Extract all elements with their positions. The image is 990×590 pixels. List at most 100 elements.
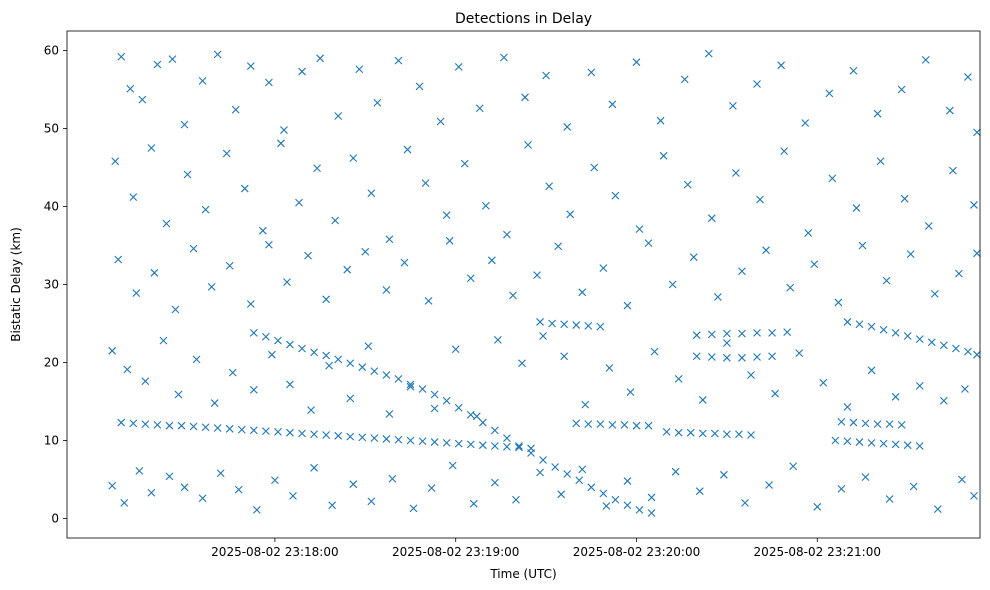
- data-point: [801, 119, 810, 127]
- data-point: [117, 52, 126, 61]
- data-point: [563, 470, 572, 478]
- data-point: [406, 382, 415, 391]
- data-point: [162, 219, 171, 228]
- data-point: [418, 385, 427, 393]
- data-point: [524, 140, 532, 149]
- data-point: [723, 329, 731, 338]
- data-point: [147, 488, 156, 497]
- data-point: [466, 410, 475, 419]
- data-point: [430, 390, 439, 399]
- data-point: [644, 239, 653, 248]
- x-tick-label: 2025-08-02 23:21:00: [754, 545, 881, 559]
- data-point: [466, 274, 475, 283]
- data-point: [973, 350, 981, 359]
- data-point: [834, 298, 843, 307]
- data-point: [855, 438, 864, 446]
- y-tick-label: 0: [51, 512, 59, 526]
- data-point: [451, 345, 460, 354]
- data-point: [490, 442, 499, 450]
- data-point: [964, 347, 972, 356]
- data-point: [855, 320, 864, 329]
- data-point: [512, 495, 520, 504]
- data-point: [738, 267, 746, 276]
- data-point: [635, 225, 644, 234]
- data-point: [572, 321, 581, 329]
- data-point: [771, 389, 779, 398]
- data-point: [264, 78, 273, 87]
- data-point: [915, 382, 924, 390]
- data-point: [970, 201, 978, 209]
- data-point: [367, 189, 376, 198]
- data-point: [710, 429, 719, 438]
- data-point: [249, 426, 258, 435]
- data-point: [168, 55, 177, 63]
- data-point: [810, 260, 819, 269]
- data-point: [150, 268, 159, 277]
- data-point: [406, 436, 415, 445]
- data-point: [503, 434, 511, 443]
- data-point: [349, 480, 358, 489]
- data-point: [952, 344, 960, 353]
- data-point: [225, 424, 234, 433]
- data-point: [367, 497, 376, 506]
- data-point: [237, 425, 246, 434]
- data-point: [891, 328, 900, 337]
- data-point: [735, 430, 743, 439]
- data-point: [933, 505, 942, 514]
- data-point: [587, 483, 596, 492]
- data-point: [581, 400, 590, 409]
- data-point: [882, 276, 891, 285]
- data-point: [768, 352, 776, 361]
- data-point: [225, 261, 234, 270]
- data-point: [611, 495, 620, 504]
- data-point: [274, 336, 282, 345]
- data-point: [198, 77, 207, 85]
- data-point: [240, 184, 249, 193]
- data-point: [909, 482, 918, 491]
- data-point: [849, 66, 858, 75]
- x-tick-label: 2025-08-02 23:18:00: [211, 545, 338, 559]
- data-point: [804, 229, 813, 237]
- data-point: [566, 210, 575, 219]
- data-point: [575, 476, 584, 485]
- data-point: [578, 465, 587, 474]
- data-point: [249, 385, 258, 394]
- data-point: [753, 80, 761, 88]
- data-point: [322, 351, 331, 360]
- data-point: [509, 291, 517, 300]
- data-point: [536, 468, 544, 477]
- data-point: [478, 441, 487, 450]
- data-point: [843, 403, 852, 411]
- data-point: [322, 431, 331, 439]
- data-point: [921, 55, 930, 64]
- data-point: [906, 250, 915, 258]
- data-point: [903, 441, 912, 450]
- data-point: [394, 56, 403, 65]
- data-point: [626, 388, 635, 397]
- data-point: [858, 241, 867, 250]
- data-point: [165, 421, 174, 430]
- data-point: [876, 157, 885, 166]
- data-point: [584, 420, 593, 429]
- data-point: [789, 462, 798, 471]
- data-point: [216, 469, 225, 478]
- y-tick-label: 60: [44, 44, 59, 58]
- data-point: [274, 428, 282, 436]
- data-point: [147, 144, 156, 152]
- data-point: [129, 419, 138, 428]
- data-point: [961, 385, 969, 393]
- data-point: [533, 271, 541, 280]
- data-point: [927, 338, 936, 347]
- data-point: [331, 216, 340, 225]
- data-point: [825, 89, 834, 98]
- data-point: [298, 67, 306, 76]
- data-point: [930, 289, 939, 298]
- x-axis: 2025-08-02 23:18:00 2025-08-02 23:19:00 20…: [211, 538, 881, 559]
- data-point: [343, 265, 352, 274]
- data-point: [430, 404, 439, 413]
- data-point: [599, 489, 608, 498]
- data-point: [289, 491, 297, 500]
- data-point: [542, 71, 550, 80]
- data-point: [261, 332, 270, 341]
